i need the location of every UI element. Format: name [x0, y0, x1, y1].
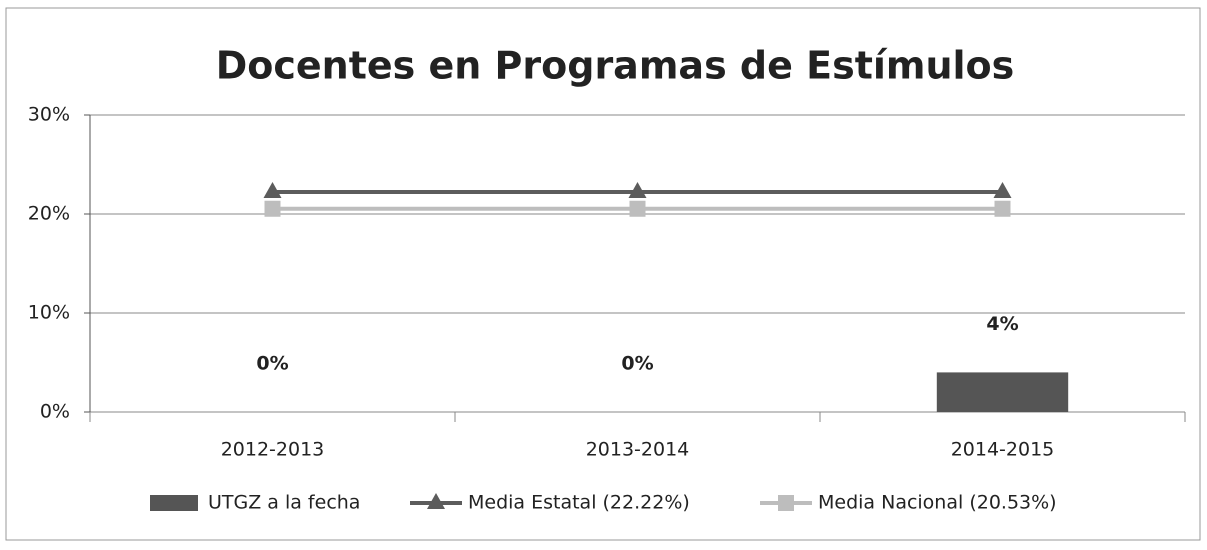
- legend-marker: [427, 493, 445, 509]
- y-tick-label: 20%: [28, 203, 70, 225]
- legend-marker: [778, 495, 794, 511]
- marker: [994, 200, 1011, 217]
- y-tick-label: 30%: [28, 104, 70, 126]
- legend-label: Media Estatal (22.22%): [468, 492, 690, 514]
- data-label: 0%: [256, 353, 288, 375]
- marker: [264, 200, 281, 217]
- bar: [936, 372, 1069, 412]
- marker: [629, 200, 646, 217]
- legend-swatch: [150, 495, 198, 511]
- legend-label: Media Nacional (20.53%): [818, 492, 1057, 514]
- y-tick-label: 10%: [28, 302, 70, 324]
- marker: [993, 182, 1012, 199]
- marker: [263, 182, 282, 199]
- y-tick-label: 0%: [40, 401, 70, 423]
- data-label: 0%: [621, 353, 653, 375]
- chart-frame: [5, 7, 1201, 541]
- legend-label: UTGZ a la fecha: [208, 492, 360, 514]
- x-tick-label: 2012-2013: [221, 439, 325, 461]
- marker: [628, 182, 647, 199]
- x-tick-label: 2013-2014: [586, 439, 690, 461]
- chart-title: Docentes en Programas de Estímulos: [216, 44, 1015, 88]
- data-label: 4%: [986, 313, 1018, 335]
- x-tick-label: 2014-2015: [951, 439, 1055, 461]
